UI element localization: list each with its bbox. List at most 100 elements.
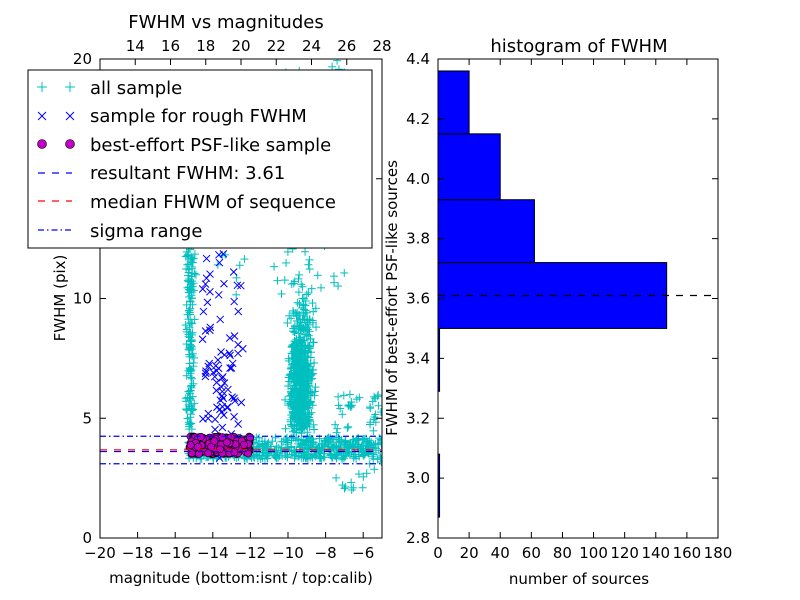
point-rough-sample <box>220 279 228 288</box>
point-all-sample <box>370 465 379 474</box>
marker-stroke <box>229 268 238 276</box>
point-all-sample <box>183 260 192 269</box>
point-all-sample <box>346 441 355 450</box>
point-all-sample <box>183 393 192 402</box>
point-all-sample <box>313 271 322 280</box>
marker-stroke <box>216 396 225 405</box>
marker-stroke <box>204 362 213 371</box>
point-all-sample <box>281 424 290 433</box>
point-all-sample <box>287 363 296 372</box>
point-all-sample <box>305 416 314 425</box>
point-all-sample <box>263 448 272 457</box>
point-all-sample <box>291 452 300 461</box>
point-all-sample <box>361 449 370 458</box>
point-all-sample <box>368 397 377 406</box>
point-all-sample <box>264 438 273 447</box>
point-all-sample <box>277 289 286 298</box>
point-all-sample <box>295 270 304 279</box>
point-all-sample <box>316 283 325 292</box>
point-all-sample <box>300 411 309 420</box>
point-all-sample <box>305 265 314 274</box>
point-all-sample <box>284 401 293 410</box>
point-all-sample <box>293 298 302 307</box>
point-rough-sample <box>198 335 207 344</box>
point-all-sample <box>338 481 347 490</box>
marker-stroke <box>211 415 219 424</box>
point-all-sample <box>334 443 343 452</box>
point-all-sample <box>295 375 304 384</box>
point-all-sample <box>290 321 299 330</box>
point-all-sample <box>302 451 311 460</box>
point-all-sample <box>183 406 192 415</box>
point-all-sample <box>334 401 343 410</box>
point-rough-sample <box>223 404 232 412</box>
point-all-sample <box>289 279 298 288</box>
point-all-sample <box>333 424 342 433</box>
marker-stroke <box>230 412 238 421</box>
marker-stroke <box>202 367 210 376</box>
point-all-sample <box>296 357 305 366</box>
point-all-sample <box>332 428 341 437</box>
point-all-sample <box>301 416 310 425</box>
point-all-sample <box>304 288 313 297</box>
point-rough-sample <box>210 372 219 381</box>
point-rough-sample <box>230 394 238 403</box>
point-all-sample <box>319 453 328 462</box>
point-all-sample <box>258 437 267 446</box>
point-rough-sample <box>202 254 211 263</box>
marker-stroke <box>236 281 245 290</box>
point-all-sample <box>295 442 304 451</box>
point-all-sample <box>277 443 286 452</box>
marker-stroke <box>201 280 210 288</box>
point-all-sample <box>301 346 310 355</box>
point-rough-sample <box>219 250 228 258</box>
marker-stroke <box>199 415 207 423</box>
point-all-sample <box>300 336 309 345</box>
point-all-sample <box>182 327 191 336</box>
marker-stroke <box>214 356 222 364</box>
point-all-sample <box>287 436 296 445</box>
point-all-sample <box>293 390 302 399</box>
point-all-sample <box>304 331 313 340</box>
marker-stroke <box>234 307 243 316</box>
point-all-sample <box>305 316 314 325</box>
point-all-sample <box>334 392 343 401</box>
point-all-sample <box>293 316 302 325</box>
point-all-sample <box>283 438 292 447</box>
point-psf-sample <box>197 433 205 441</box>
point-all-sample <box>271 446 280 455</box>
point-all-sample <box>184 306 193 315</box>
point-rough-sample <box>206 323 215 332</box>
point-all-sample <box>371 439 380 448</box>
point-rough-sample <box>233 281 242 290</box>
point-all-sample <box>377 455 382 464</box>
point-all-sample <box>287 443 296 452</box>
point-rough-sample <box>231 397 239 405</box>
marker-stroke <box>228 393 236 401</box>
point-all-sample <box>328 62 337 71</box>
point-all-sample <box>285 392 294 401</box>
point-rough-sample <box>217 383 226 391</box>
point-all-sample <box>300 356 309 365</box>
marker-stroke <box>215 258 224 267</box>
point-rough-sample <box>215 250 223 259</box>
point-all-sample <box>370 392 379 401</box>
marker-stroke <box>212 366 221 375</box>
marker-stroke <box>237 398 246 407</box>
point-all-sample <box>310 391 319 400</box>
marker-stroke <box>218 423 227 432</box>
point-all-sample <box>184 271 193 280</box>
point-rough-sample <box>199 307 208 316</box>
point-all-sample <box>184 277 193 286</box>
point-all-sample <box>290 426 299 435</box>
point-all-sample <box>345 390 354 399</box>
point-all-sample <box>281 451 290 460</box>
point-all-sample <box>287 420 296 429</box>
point-all-sample <box>291 413 300 422</box>
point-all-sample <box>373 392 382 401</box>
point-all-sample <box>191 270 200 279</box>
point-all-sample <box>183 251 192 260</box>
point-all-sample <box>285 356 294 365</box>
point-rough-sample <box>234 307 243 316</box>
point-all-sample <box>294 329 303 338</box>
